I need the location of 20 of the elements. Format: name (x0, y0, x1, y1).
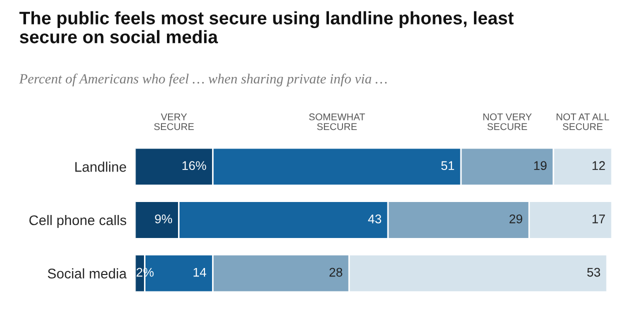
series-label: NOT AT ALL SECURE (556, 113, 610, 130)
data-label: 28 (330, 268, 342, 277)
series-label: SOMEWHAT SECURE (309, 113, 365, 130)
data-label: 12 (592, 161, 605, 170)
data-label: 9% (155, 214, 172, 224)
y-tick-label: Landline (75, 162, 126, 172)
y-tick-label: Social media (48, 268, 127, 279)
y-tick-label: Cell phone calls (29, 214, 126, 228)
series-label: NOT VERY SECURE (483, 113, 532, 130)
data-label: 43 (368, 214, 382, 224)
data-label: 29 (510, 214, 522, 224)
data-label: 17 (592, 214, 605, 224)
data-label: 51 (441, 161, 454, 170)
data-label: 53 (587, 268, 600, 277)
data-label: 19 (534, 161, 547, 170)
data-label: 14 (194, 268, 206, 277)
chart-subtitle: Percent of Americans who feel … when sharing private info via … (19, 74, 387, 86)
data-label: 16% (182, 161, 206, 170)
chart-title: The public feels most secure using landline phones, least secure on social media (19, 11, 514, 44)
series-label: VERY SECURE (154, 114, 194, 130)
